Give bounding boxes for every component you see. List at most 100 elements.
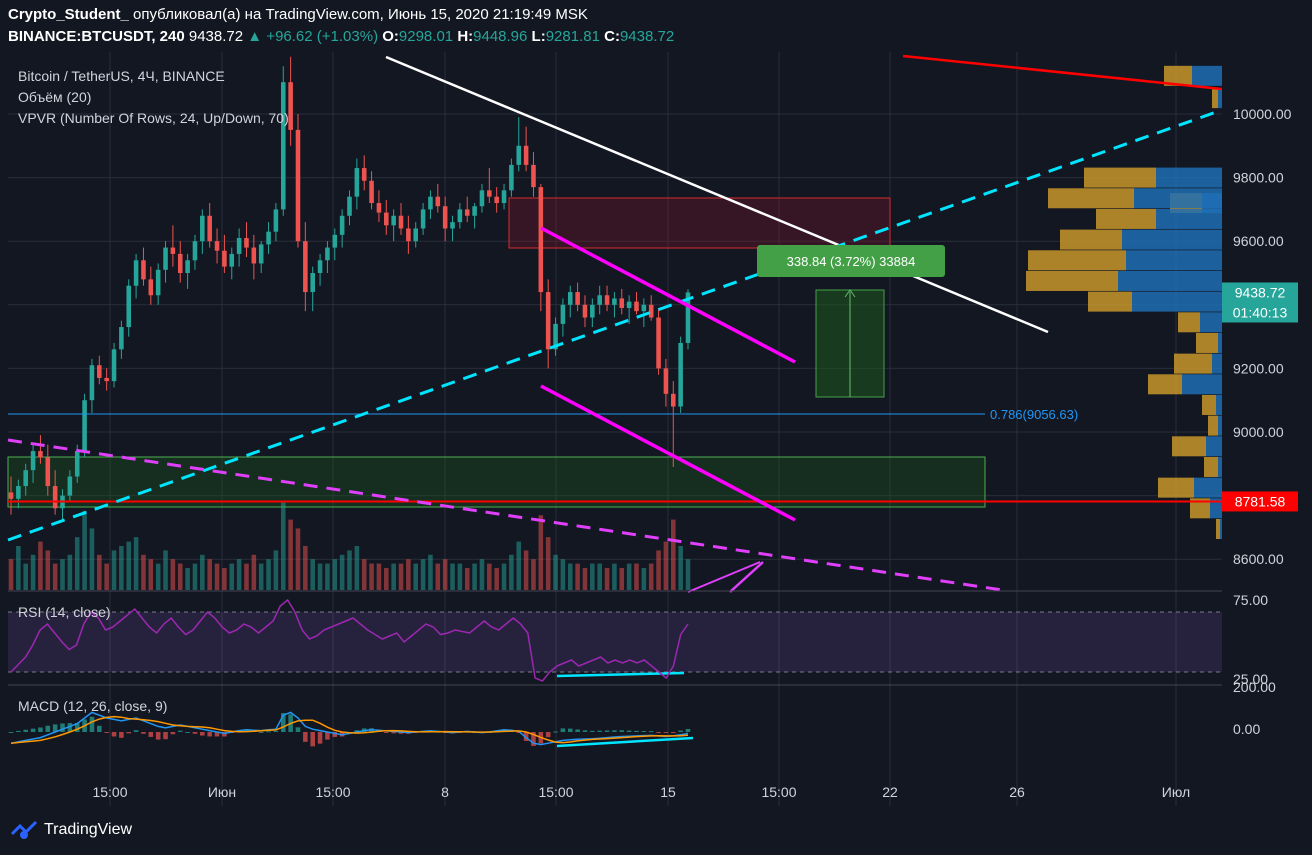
volume-bar	[214, 563, 220, 590]
macd-histogram-bar	[163, 732, 168, 740]
candle-body	[641, 304, 647, 312]
vpvr-legend[interactable]: VPVR (Number Of Rows, 24, Up/Down, 70)	[18, 110, 289, 126]
countdown-badge	[1222, 302, 1298, 323]
macd-histogram-bar	[74, 723, 80, 732]
chart-header: Crypto_Student_ опубликовал(а) на Tradin…	[0, 0, 1312, 52]
macd-histogram-bar	[398, 732, 404, 734]
candle-body	[119, 327, 124, 350]
macd-legend[interactable]: MACD (12, 26, close, 9)	[18, 698, 168, 714]
macd-histogram-bar	[104, 732, 109, 733]
volume-bar	[38, 541, 43, 590]
macd-histogram-bar	[177, 730, 183, 732]
candle-body	[148, 279, 154, 296]
volume-bar	[472, 563, 477, 590]
macd-histogram-bar	[567, 728, 573, 732]
candle-body	[575, 292, 580, 305]
volume-bar	[266, 559, 271, 590]
candle-body	[214, 241, 220, 251]
last-price: 9438.72	[188, 28, 244, 45]
volume-bar	[648, 563, 654, 590]
measure-label[interactable]: 338.84 (3.72%) 33884	[757, 245, 945, 277]
volume-bar	[582, 568, 588, 590]
countdown-text: 01:40:13	[1233, 304, 1288, 320]
open-label: O:	[382, 28, 399, 45]
candle-body	[663, 368, 669, 394]
candle-body	[177, 253, 183, 273]
candle-body	[258, 244, 264, 264]
rsi-divergence-line[interactable]	[556, 671, 685, 678]
macd-histogram-bar	[258, 731, 264, 733]
upper-red-trendline[interactable]	[902, 54, 1223, 91]
volume-bar	[575, 563, 580, 590]
macd-histogram-bar	[192, 732, 198, 734]
macd-histogram-bar	[384, 732, 389, 733]
candle-body	[545, 292, 551, 350]
candle-body	[634, 301, 639, 312]
resistance-trendline[interactable]	[385, 55, 1049, 334]
volume-bar	[185, 568, 190, 590]
macd-histogram-bar	[553, 731, 558, 733]
volume-bar	[626, 563, 632, 590]
volume-legend[interactable]: Объём (20)	[18, 89, 92, 105]
volume-bar	[303, 546, 308, 590]
vp-row-up	[1220, 518, 1222, 539]
volume-bar	[545, 537, 551, 590]
price-badges: 9438.72 01:40:13 8781.58	[1222, 282, 1298, 512]
candle-body	[97, 365, 102, 378]
macd-divergence-line[interactable]	[556, 736, 694, 748]
vp-row-up	[1218, 88, 1222, 109]
time-axis[interactable]: 15:00 Июн 15:00 8 15:00 15 15:00 22 26 Июл	[92, 784, 1190, 800]
falling-dashed-trendline[interactable]	[7, 438, 1003, 592]
macd-histogram-bar	[354, 730, 360, 732]
chart-canvas[interactable]: 338.84 (3.72%) 33884 0.786(9056.63) 8600…	[0, 52, 1312, 820]
candle-body	[538, 187, 544, 293]
volume-bar	[604, 568, 610, 590]
candle-body	[494, 196, 499, 204]
macd-histogram-bar	[52, 724, 58, 732]
tradingview-brand[interactable]: TradingView	[10, 820, 132, 840]
candle-body	[671, 393, 676, 407]
vp-row-down	[1204, 456, 1218, 477]
volume-bar	[612, 563, 617, 590]
volume-bar	[663, 541, 669, 590]
rsi-legend[interactable]: RSI (14, close)	[18, 604, 111, 620]
candle-body	[590, 304, 595, 318]
vp-row-down	[1178, 312, 1200, 333]
price-axis[interactable]: 8600.009000.009200.009400.009600.009800.…	[1222, 52, 1312, 806]
main-legend[interactable]: Bitcoin / TetherUS, 4Ч, BINANCE	[18, 68, 225, 84]
vp-row-down	[1096, 208, 1156, 229]
vp-row-down	[1212, 88, 1218, 109]
candle-body	[656, 317, 661, 369]
macd-histogram-bar	[266, 731, 271, 733]
time-tick-label: 15:00	[92, 784, 127, 800]
candle-body	[442, 206, 448, 229]
candle-body	[200, 215, 205, 242]
rising-dashed-trendline[interactable]	[7, 108, 1223, 542]
candle-body	[339, 215, 345, 235]
macd-histogram-bar	[119, 732, 124, 738]
macd-histogram-bar	[185, 732, 190, 733]
wedge-lower-line[interactable]	[540, 384, 796, 522]
macd-pane	[8, 711, 694, 748]
macd-histogram-bar	[545, 732, 551, 738]
support-price-text: 8781.58	[1235, 493, 1286, 509]
vp-row-up	[1210, 498, 1222, 519]
candle-body	[303, 241, 308, 293]
candle-body	[126, 285, 132, 328]
candle-body	[38, 451, 43, 458]
wedge-upper-line[interactable]	[540, 226, 796, 364]
macd-histogram-bar	[597, 730, 602, 732]
high-value: 9448.96	[473, 28, 528, 45]
volume-bar	[310, 559, 315, 590]
macd-histogram-bar	[317, 732, 323, 744]
time-tick-label: Июл	[1162, 784, 1190, 800]
macd-histogram-bar	[8, 732, 14, 733]
support-zone[interactable]	[7, 456, 986, 508]
candle-body	[244, 238, 249, 248]
macd-histogram-bar	[391, 732, 396, 734]
macd-histogram-bar	[67, 723, 73, 732]
candle-body	[141, 260, 146, 280]
candle-body	[133, 260, 139, 286]
author[interactable]: Crypto_Student_	[8, 6, 129, 23]
rsi-line	[10, 598, 689, 682]
